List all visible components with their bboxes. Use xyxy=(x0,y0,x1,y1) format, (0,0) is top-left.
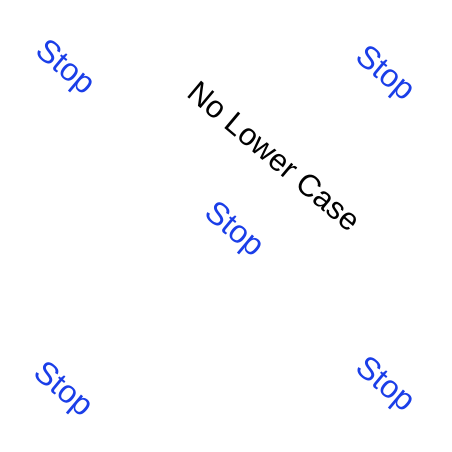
stop-label-top-left: Stop xyxy=(29,31,103,101)
stop-label-center: Stop xyxy=(198,193,272,263)
stop-label-bottom-right: Stop xyxy=(349,348,423,418)
stop-label-bottom-left: Stop xyxy=(27,353,101,423)
stop-label-top-right: Stop xyxy=(349,37,423,107)
